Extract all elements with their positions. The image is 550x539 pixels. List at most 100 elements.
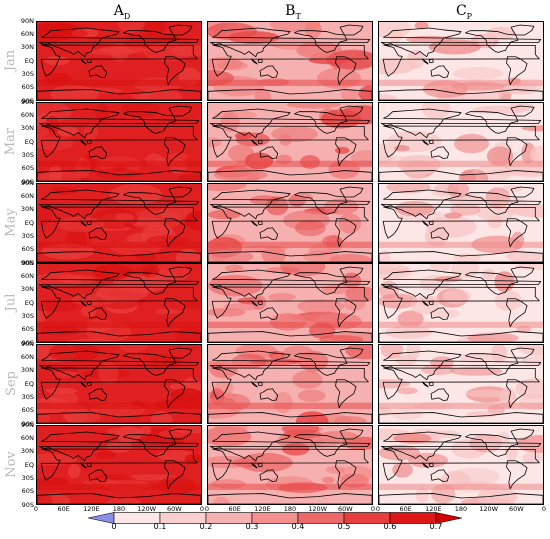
field-patch <box>67 338 115 342</box>
field-patch <box>491 345 507 363</box>
coastline <box>339 105 364 117</box>
field-patch <box>286 103 342 109</box>
field-patch <box>184 210 201 231</box>
coastline <box>38 431 200 462</box>
field-patch <box>269 36 319 50</box>
coastline <box>465 272 519 295</box>
coastline <box>164 137 186 167</box>
field-patch <box>98 362 119 384</box>
colorbar-label: 0 <box>111 522 117 531</box>
field-patch <box>494 271 515 293</box>
field-patch <box>424 226 449 247</box>
field-patch <box>154 308 181 315</box>
field-patch <box>140 22 168 34</box>
latitude-tick: 60S <box>21 164 34 173</box>
field-patch <box>408 452 449 468</box>
column-header-main: C <box>455 3 467 19</box>
coastline <box>79 381 87 388</box>
field-patch <box>393 432 432 444</box>
field-patch <box>472 105 528 114</box>
latitude-tick: EQ <box>24 298 34 307</box>
longitude-tick: 0 <box>33 505 39 513</box>
field-patch <box>261 246 286 262</box>
field-patch <box>522 451 543 465</box>
latitude-tick: 60S <box>21 487 34 496</box>
coastline <box>421 381 429 388</box>
longitude-tick: 60W <box>508 505 524 513</box>
latitude-tick: 60N <box>20 433 34 442</box>
latitude-tick: 30S <box>21 311 34 320</box>
field-patch <box>282 429 322 439</box>
coastline <box>211 367 369 400</box>
coastline <box>123 272 177 295</box>
coastline <box>339 428 364 440</box>
latitude-tick: 30S <box>21 392 34 401</box>
map-panel-mar-b <box>207 102 373 182</box>
latitude-tick: 30N <box>20 366 34 375</box>
field-patch <box>430 264 452 272</box>
coastline <box>250 139 258 146</box>
coastline <box>382 44 540 77</box>
colorbar-label: 0.2 <box>199 522 213 531</box>
field-patch <box>395 200 434 217</box>
field-patch <box>37 453 78 466</box>
coastline <box>379 331 543 342</box>
field-patch <box>297 389 326 403</box>
coastline <box>428 58 434 64</box>
coastline <box>506 137 528 167</box>
field-patch <box>131 92 150 100</box>
longitude-tick: 60W <box>166 505 182 513</box>
coastline <box>86 139 92 145</box>
latitude-tick: 30N <box>20 43 34 52</box>
coastline <box>506 298 528 328</box>
southern-ocean-band <box>37 79 201 86</box>
coastline <box>339 186 364 198</box>
map-panel-nov-b <box>207 425 373 505</box>
longitude-tick: 120W <box>308 505 328 513</box>
coastline <box>259 65 279 78</box>
coastline <box>88 307 108 320</box>
field-patch <box>322 476 335 484</box>
coastline <box>382 206 540 239</box>
coastline <box>259 469 279 482</box>
field-patch <box>270 22 321 33</box>
colorbar-label: 0.1 <box>153 522 167 531</box>
colorbar-over-triangle <box>435 512 462 524</box>
coastline <box>38 350 200 381</box>
latitude-tick: 90N <box>20 420 34 429</box>
coastline <box>379 412 543 423</box>
map-panel-may-c <box>378 183 544 263</box>
field-patch <box>37 103 72 123</box>
latitude-tick: 30S <box>21 473 34 482</box>
southern-ocean-band <box>208 402 372 409</box>
field-patch <box>213 496 230 504</box>
field-patch <box>529 145 543 164</box>
map-panel-may-b <box>207 183 373 263</box>
field-patch <box>254 89 272 100</box>
map-panel-mar-c <box>378 102 544 182</box>
southern-ocean-band <box>379 79 543 86</box>
longitude-tick: 180 <box>112 505 126 513</box>
field-patch <box>452 67 504 80</box>
field-patch <box>71 293 116 306</box>
field-patch <box>516 435 543 453</box>
latitude-tick: 60S <box>21 245 34 254</box>
coastline <box>421 220 429 227</box>
latitude-tick: EQ <box>24 379 34 388</box>
coastline <box>339 347 364 359</box>
latitude-tick: 30S <box>21 150 34 159</box>
colorbar-label: 0.7 <box>429 522 443 531</box>
field-patch <box>414 22 429 30</box>
coastline <box>209 269 371 300</box>
coastline <box>40 286 198 319</box>
latitude-tick: EQ <box>24 460 34 469</box>
coastline <box>382 448 540 481</box>
coastline <box>257 300 263 306</box>
coastline <box>510 105 535 117</box>
field-patch <box>451 438 487 459</box>
coastline <box>88 469 108 482</box>
southern-ocean-band <box>208 160 372 167</box>
latitude-tick: 60S <box>21 406 34 415</box>
longitude-tick: 0 <box>199 505 205 513</box>
coastline <box>38 27 200 58</box>
